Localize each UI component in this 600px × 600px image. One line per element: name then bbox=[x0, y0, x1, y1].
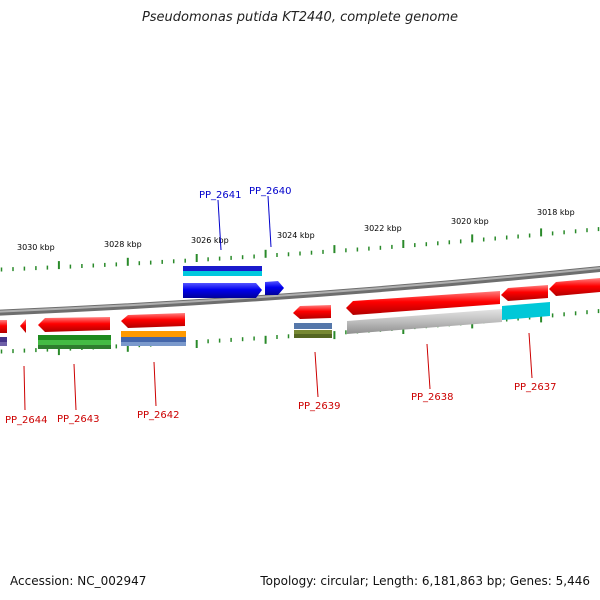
genome-summary-text: Topology: circular; Length: 6,181,863 bp… bbox=[260, 574, 590, 588]
leader-lines bbox=[23, 195, 533, 411]
accession-text: Accession: NC_002947 bbox=[10, 574, 147, 588]
ruler: 3030 kbp 3028 kbp 3026 kbp 3024 kbp 3022… bbox=[17, 208, 575, 252]
gene-PP_2641[interactable] bbox=[183, 266, 262, 298]
gene-PP_2639[interactable] bbox=[293, 305, 332, 338]
ruler-label: 3028 kbp bbox=[104, 240, 142, 249]
gene-label-PP_2643[interactable]: PP_2643 bbox=[57, 414, 100, 425]
gene-label-PP_2642[interactable]: PP_2642 bbox=[137, 410, 180, 421]
gene-PP_2643[interactable] bbox=[38, 317, 111, 349]
genome-backbone bbox=[0, 266, 600, 316]
gene-PP_2642[interactable] bbox=[121, 313, 186, 346]
gene-label-PP_2638[interactable]: PP_2638 bbox=[411, 392, 454, 403]
gene-PP_2637[interactable] bbox=[501, 285, 550, 320]
ruler-label: 3030 kbp bbox=[17, 243, 55, 252]
gene-labels: PP_2641 PP_2640 PP_2644 PP_2643 PP_2642 … bbox=[5, 186, 557, 426]
gene-label-PP_2640[interactable]: PP_2640 bbox=[249, 186, 292, 197]
ruler-label: 3026 kbp bbox=[191, 236, 229, 245]
ruler-label: 3018 kbp bbox=[537, 208, 575, 217]
gene-label-PP_2644[interactable]: PP_2644 bbox=[5, 415, 48, 426]
outer-tick-arc bbox=[0, 227, 600, 272]
gene-PP_2636[interactable] bbox=[549, 278, 600, 296]
gene-label-PP_2639[interactable]: PP_2639 bbox=[298, 401, 341, 412]
gene-label-PP_2641[interactable]: PP_2641 bbox=[199, 190, 242, 201]
ruler-label: 3024 kbp bbox=[277, 231, 315, 240]
gene-PP_2638[interactable] bbox=[346, 291, 502, 334]
gene-PP_2640[interactable] bbox=[265, 281, 284, 295]
gene-label-PP_2637[interactable]: PP_2637 bbox=[514, 382, 557, 393]
gene-PP_2644[interactable] bbox=[20, 319, 26, 333]
gene-PP_2645[interactable] bbox=[0, 320, 7, 346]
ruler-label: 3022 kbp bbox=[364, 224, 402, 233]
map-title: Pseudomonas putida KT2440, complete geno… bbox=[141, 10, 459, 25]
ruler-label: 3020 kbp bbox=[451, 217, 489, 226]
